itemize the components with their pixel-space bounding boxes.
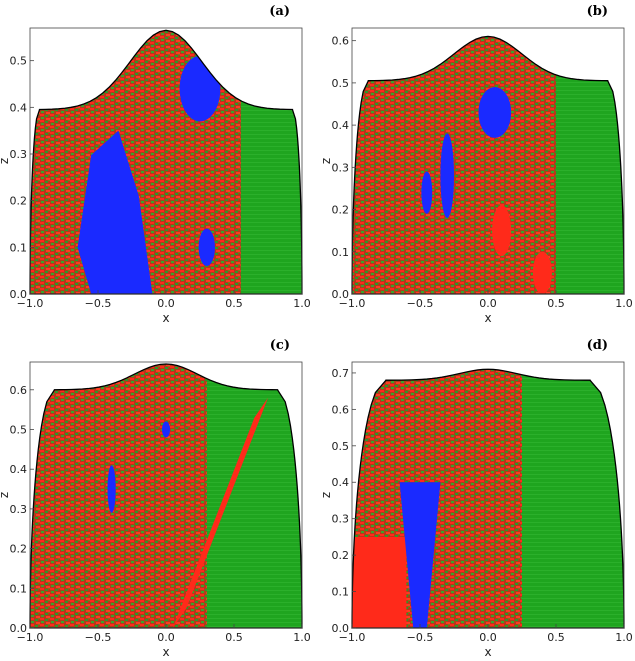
panel-d: −1.0 −0.5 0.0 0.5 1.0 0.0 0.1 0.2 0.3 0.4 0.5 0.6 0.… — [319, 338, 633, 659]
y-tick-label: 0.3 — [10, 148, 28, 161]
y-tick-label: 0.1 — [10, 241, 28, 254]
y-tick-label: 0.4 — [10, 101, 28, 114]
y-tick-label: 0.3 — [332, 513, 350, 526]
y-axis-label: z — [0, 492, 11, 498]
x-tick-label: 1.0 — [293, 297, 311, 310]
x-tick-label: 0.0 — [479, 297, 497, 310]
x-tick-label: −1.0 — [17, 631, 44, 644]
panel-b: −1.0 −0.5 0.0 0.5 1.0 0.0 0.1 0.2 0.3 0.4 0.5 0.6 x z… — [319, 4, 633, 325]
panel-a: −1.0 −0.5 0.0 0.5 1.0 0.0 0.1 0.2 0.3 0.4 0.5 x z (a) — [0, 4, 311, 325]
y-tick-label: 0.4 — [332, 476, 350, 489]
y-tick-label: 0.6 — [10, 384, 28, 397]
x-tick-label: 0.5 — [547, 631, 565, 644]
y-tick-label: 0.3 — [332, 161, 350, 174]
x-tick-label: −0.5 — [85, 297, 112, 310]
blue-basin-region — [179, 55, 221, 122]
x-tick-label: 0.5 — [225, 631, 243, 644]
y-tick-label: 0.2 — [332, 549, 350, 562]
y-axis-label: z — [319, 492, 333, 498]
x-axis-label: x — [484, 645, 491, 659]
y-tick-label: 0.7 — [332, 367, 350, 380]
y-tick-label: 0.0 — [332, 288, 350, 301]
x-tick-label: −0.5 — [85, 631, 112, 644]
red-basin-region — [492, 205, 512, 256]
y-axis-label: z — [319, 158, 333, 164]
x-tick-label: 0.0 — [157, 297, 175, 310]
red-basin-region — [352, 536, 407, 628]
blue-basin-region — [161, 421, 171, 438]
y-tick-label: 0.5 — [332, 440, 350, 453]
panel-label: (a) — [269, 4, 290, 19]
y-tick-label: 0.0 — [332, 622, 350, 635]
x-axis-label: x — [162, 645, 169, 659]
green-basin-region — [522, 369, 624, 628]
energy-boundary-curve — [351, 368, 625, 629]
y-tick-label: 0.6 — [332, 35, 350, 48]
y-tick-label: 0.1 — [332, 586, 350, 599]
x-axis-label: x — [162, 311, 169, 325]
y-tick-label: 0.2 — [10, 195, 28, 208]
x-tick-label: 0.0 — [157, 631, 175, 644]
x-tick-label: −1.0 — [339, 297, 366, 310]
basin-map — [352, 369, 624, 628]
y-tick-label: 0.2 — [10, 543, 28, 556]
energy-boundary-curve — [351, 35, 625, 295]
y-tick-label: 0.0 — [10, 622, 28, 635]
red-basin-region — [532, 251, 552, 294]
basin-map — [30, 363, 302, 628]
panel-label: (c) — [270, 338, 290, 353]
x-tick-label: 0.0 — [479, 631, 497, 644]
energy-boundary-curve — [29, 29, 303, 295]
y-tick-label: 0.1 — [332, 246, 350, 259]
green-basin-region — [556, 36, 624, 294]
green-basin-region — [240, 30, 302, 294]
y-axis-label: z — [0, 158, 11, 164]
x-tick-label: −0.5 — [407, 631, 434, 644]
red-basin-region — [172, 397, 268, 628]
y-tick-label: 0.0 — [10, 288, 28, 301]
y-tick-label: 0.2 — [332, 204, 350, 217]
blue-basin-region — [478, 87, 512, 138]
blue-basin-region — [198, 228, 215, 266]
panel-label: (b) — [587, 4, 608, 19]
blue-basin-region — [421, 171, 433, 214]
green-basin-region — [206, 363, 302, 628]
x-tick-label: −1.0 — [339, 631, 366, 644]
x-tick-label: 1.0 — [615, 297, 633, 310]
blue-basin-region — [77, 130, 153, 294]
x-tick-label: 1.0 — [293, 631, 311, 644]
y-tick-label: 0.3 — [10, 503, 28, 516]
y-tick-label: 0.5 — [10, 55, 28, 68]
y-tick-label: 0.4 — [332, 119, 350, 132]
panel-c: −1.0 −0.5 0.0 0.5 1.0 0.0 0.1 0.2 0.3 0.4 0.5 0.6 x z… — [0, 338, 311, 659]
blue-basin-region — [399, 482, 441, 628]
x-tick-label: 0.5 — [547, 297, 565, 310]
blue-basin-region — [440, 133, 455, 218]
x-tick-label: 1.0 — [615, 631, 633, 644]
y-tick-label: 0.1 — [10, 582, 28, 595]
y-tick-label: 0.4 — [10, 463, 28, 476]
basin-map — [30, 30, 302, 294]
y-tick-label: 0.5 — [332, 77, 350, 90]
basin-map — [352, 36, 624, 294]
panel-label: (d) — [587, 338, 608, 353]
y-tick-label: 0.6 — [332, 403, 350, 416]
x-axis-label: x — [484, 311, 491, 325]
blue-basin-region — [107, 465, 116, 513]
x-tick-label: −0.5 — [407, 297, 434, 310]
x-tick-label: −1.0 — [17, 297, 44, 310]
energy-boundary-curve — [29, 363, 303, 629]
x-tick-label: 0.5 — [225, 297, 243, 310]
y-tick-label: 0.5 — [10, 423, 28, 436]
